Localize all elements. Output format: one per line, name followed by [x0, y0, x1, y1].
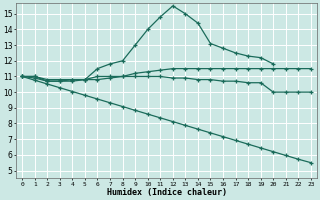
X-axis label: Humidex (Indice chaleur): Humidex (Indice chaleur) — [107, 188, 227, 197]
